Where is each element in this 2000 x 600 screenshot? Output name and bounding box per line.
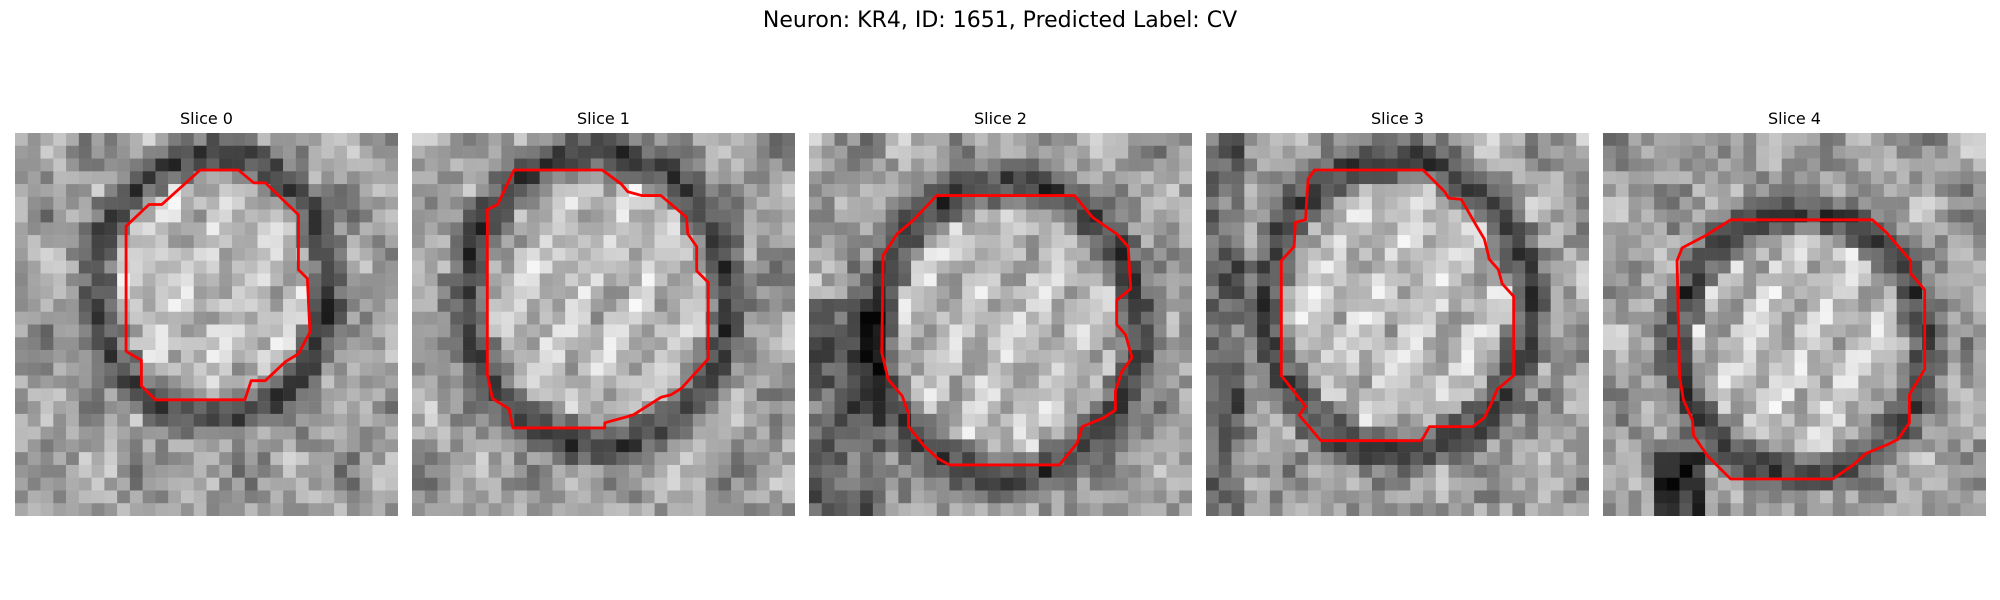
slice-image — [15, 133, 398, 516]
segmentation-contour — [1675, 218, 1927, 481]
segmentation-contour — [880, 194, 1134, 467]
segmentation-contour — [485, 168, 710, 430]
slice-title: Slice 2 — [974, 109, 1027, 128]
slice-title: Slice 4 — [1768, 109, 1821, 128]
slice-image — [1603, 133, 1986, 516]
slice-image — [412, 133, 795, 516]
figure-title: Neuron: KR4, ID: 1651, Predicted Label: … — [762, 8, 1238, 33]
slice-title: Slice 3 — [1371, 109, 1424, 128]
grayscale-pixels — [15, 133, 398, 516]
slice-panel-1: Slice 1 — [412, 108, 795, 518]
segmentation-contour — [124, 168, 312, 402]
slice-title: Slice 1 — [577, 109, 630, 128]
slice-panel-2: Slice 2 — [809, 108, 1192, 518]
grayscale-pixels — [412, 133, 795, 516]
grayscale-pixels — [1206, 133, 1589, 516]
slice-image — [809, 133, 1192, 516]
grayscale-pixels — [809, 133, 1192, 516]
slice-panel-4: Slice 4 — [1603, 108, 1986, 518]
slice-panel-3: Slice 3 — [1206, 108, 1589, 518]
segmentation-contour — [1279, 168, 1516, 443]
slice-panel-0: Slice 0 — [15, 108, 398, 518]
slice-image — [1206, 133, 1589, 516]
grayscale-pixels — [1603, 133, 1986, 516]
slice-title: Slice 0 — [180, 109, 233, 128]
